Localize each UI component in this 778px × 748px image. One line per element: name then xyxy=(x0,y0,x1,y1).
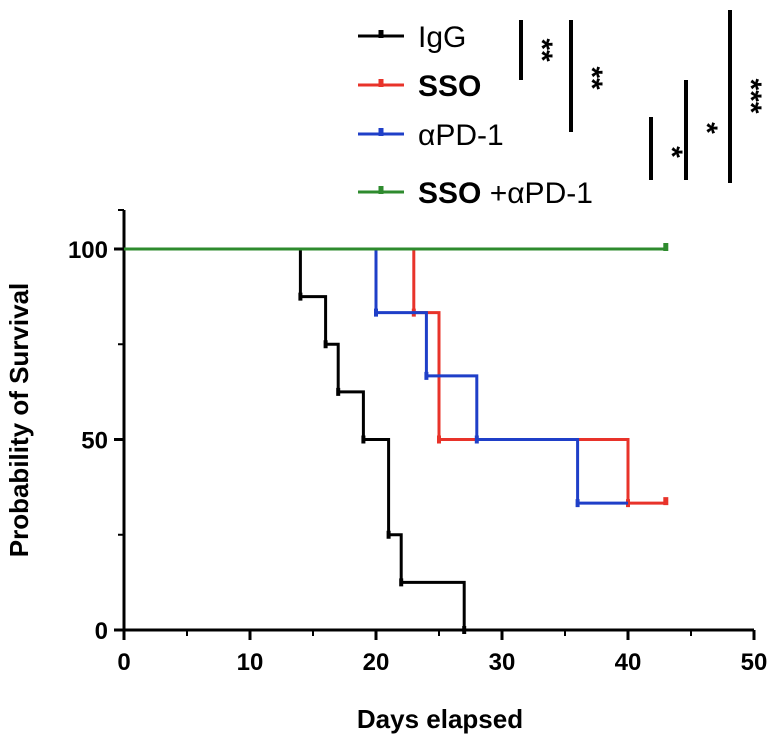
significance-bracket: * xyxy=(684,80,723,180)
y-tick-label: 50 xyxy=(81,428,108,455)
legend: IgG SSO αPD-1 SSO +αPD-1 xyxy=(358,21,593,210)
x-tick-label: 40 xyxy=(615,649,642,676)
legend-label: SSO +αPD-1 xyxy=(418,177,593,210)
x-tick-label: 10 xyxy=(237,649,264,676)
survival-curves xyxy=(124,243,669,634)
series-2 xyxy=(124,247,628,508)
significance-bracket: ** xyxy=(569,20,608,132)
y-tick-label: 0 xyxy=(95,618,108,645)
y-tick-label: 100 xyxy=(68,237,108,264)
significance-label: * xyxy=(690,122,723,134)
survival-line xyxy=(124,247,466,630)
significance-label: ** xyxy=(525,38,558,62)
series-1 xyxy=(124,247,669,508)
significance-brackets: ********* xyxy=(519,10,767,183)
legend-item: IgG xyxy=(358,21,466,54)
y-axis-label: Probability of Survival xyxy=(4,283,34,558)
x-tick-label: 50 xyxy=(741,649,768,676)
x-tick-label: 20 xyxy=(363,649,390,676)
ticks: 0 10 20 30 40 50 0 50 100 xyxy=(68,209,768,676)
significance-label: ** xyxy=(575,66,608,90)
significance-label: * xyxy=(655,146,688,158)
legend-label: αPD-1 xyxy=(418,119,504,152)
legend-item: αPD-1 xyxy=(358,119,504,152)
survival-line xyxy=(124,247,628,505)
series-3 xyxy=(124,243,669,251)
significance-bracket: ** xyxy=(519,20,558,80)
series-0 xyxy=(124,247,467,634)
legend-item: SSO +αPD-1 xyxy=(358,177,593,210)
x-axis-label: Days elapsed xyxy=(357,704,523,734)
survival-line xyxy=(124,247,666,505)
legend-item: SSO xyxy=(358,70,481,103)
significance-bracket: * xyxy=(649,117,688,180)
legend-label: IgG xyxy=(418,21,466,54)
x-tick-label: 30 xyxy=(489,649,516,676)
significance-label: *** xyxy=(734,78,767,113)
legend-label: SSO xyxy=(418,70,481,103)
x-tick-label: 0 xyxy=(117,649,130,676)
significance-bracket: *** xyxy=(728,10,767,183)
